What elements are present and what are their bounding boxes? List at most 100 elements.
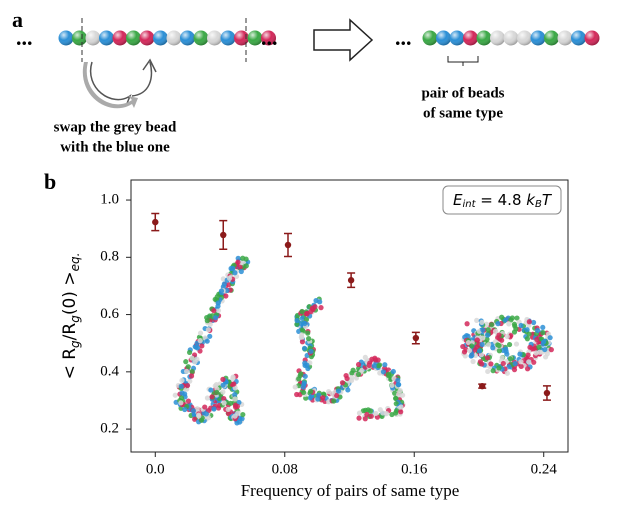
polymer-bead bbox=[204, 395, 211, 401]
polymer-bead bbox=[371, 363, 377, 369]
polymer-bead bbox=[329, 391, 335, 397]
bead-shine bbox=[422, 30, 438, 46]
polymer-bead bbox=[199, 343, 205, 349]
polymer-bead bbox=[220, 376, 226, 382]
x-tick-label: 0.16 bbox=[401, 461, 428, 477]
polymer-bead bbox=[243, 263, 249, 269]
polymer-bead bbox=[479, 319, 485, 326]
polymer-bead bbox=[339, 380, 346, 386]
polymer-bead bbox=[396, 391, 402, 398]
polymer-bead bbox=[224, 287, 230, 294]
bead-shine bbox=[463, 30, 478, 46]
polymer-bead bbox=[239, 416, 245, 422]
polymer-bead bbox=[484, 355, 491, 361]
polymer-bead bbox=[223, 293, 229, 299]
polymer-bead bbox=[531, 346, 537, 352]
polymer-bead bbox=[345, 387, 351, 393]
point bbox=[479, 382, 486, 390]
polymer-bead bbox=[356, 410, 363, 416]
annotation-part: T bbox=[542, 191, 553, 209]
annotation-part: E bbox=[453, 191, 463, 209]
polymer-bead bbox=[373, 410, 379, 417]
polymer-bead bbox=[380, 410, 386, 416]
y-tick-label: 0.2 bbox=[100, 421, 119, 437]
polymer-bead bbox=[188, 373, 195, 379]
bead-shine bbox=[99, 30, 114, 46]
annotation-part: k bbox=[526, 191, 536, 209]
polymer-bead bbox=[485, 368, 491, 375]
caption: swap the grey bead bbox=[54, 119, 177, 135]
polymer-bead bbox=[506, 341, 513, 348]
polymer-bead bbox=[214, 389, 220, 395]
polymer-images bbox=[172, 255, 554, 426]
polymer-bead bbox=[299, 308, 305, 315]
polymer-bead bbox=[480, 327, 486, 333]
polymer-bead bbox=[221, 400, 227, 406]
polymer-bead bbox=[234, 403, 240, 409]
polymer-bead bbox=[232, 392, 238, 398]
polymer-bead bbox=[393, 410, 399, 416]
polymer-bead bbox=[496, 365, 502, 371]
polymer-bead bbox=[196, 413, 202, 419]
polymer-bead bbox=[235, 259, 241, 265]
polymer-bead bbox=[390, 368, 396, 375]
polymer-bead bbox=[204, 338, 210, 344]
polymer-bead bbox=[398, 409, 404, 415]
ellipsis: ... bbox=[261, 25, 278, 50]
polymer-bead bbox=[344, 375, 350, 382]
polymer-bead bbox=[225, 406, 231, 413]
polymer-bead bbox=[514, 315, 520, 321]
polymer-bead bbox=[503, 348, 509, 354]
polymer-bead bbox=[218, 288, 225, 294]
y-label-part: eq. bbox=[68, 253, 82, 272]
bead-shine bbox=[517, 30, 532, 46]
polymer-bead bbox=[391, 375, 397, 382]
panel-label: a bbox=[12, 7, 23, 32]
polymer-bead bbox=[517, 351, 523, 357]
polymer-bead bbox=[525, 352, 531, 358]
polymer-bead bbox=[392, 390, 398, 396]
polymer-bead bbox=[375, 357, 381, 363]
polymer-bead bbox=[485, 342, 492, 348]
y-tick-label: 1.0 bbox=[100, 191, 119, 207]
polymer-bead bbox=[368, 413, 374, 419]
bead-shine bbox=[126, 30, 141, 46]
x-axis-label: Frequency of pairs of same type bbox=[241, 481, 460, 500]
ellipsis: ... bbox=[395, 25, 412, 50]
polymer-bead bbox=[220, 276, 226, 282]
bead-shine bbox=[261, 30, 276, 46]
polymer-bead bbox=[301, 380, 307, 386]
polymer-bead bbox=[461, 349, 468, 355]
polymer-bead bbox=[211, 406, 217, 412]
polymer-bead bbox=[235, 255, 241, 261]
polymer-bead bbox=[504, 333, 510, 340]
polymer-bead bbox=[382, 362, 388, 368]
polymer-bead bbox=[205, 327, 211, 333]
polymer-bead bbox=[355, 371, 362, 377]
polymer-bead bbox=[182, 391, 188, 397]
polymer-bead bbox=[303, 311, 309, 317]
polymer-bead bbox=[511, 367, 518, 373]
y-tick-label: 0.6 bbox=[100, 306, 119, 322]
polymer-bead bbox=[349, 375, 355, 381]
polymer-bead bbox=[294, 317, 300, 324]
polymer-bead bbox=[231, 381, 237, 387]
polymer-bead bbox=[490, 345, 496, 351]
polymer-bead bbox=[376, 363, 382, 369]
polymer-bead bbox=[480, 335, 486, 341]
polymer-bead bbox=[393, 395, 399, 401]
polymer-bead bbox=[315, 396, 321, 402]
polymer-bead bbox=[185, 364, 191, 370]
swap-arrow-fill bbox=[82, 62, 138, 109]
polymer-bead bbox=[178, 400, 184, 406]
polymer-bead bbox=[474, 337, 480, 343]
polymer-bead bbox=[301, 389, 307, 396]
polymer-bead bbox=[389, 382, 395, 389]
polymer-bead bbox=[469, 343, 475, 349]
polymer-bead bbox=[474, 317, 480, 323]
polymer-bead bbox=[400, 392, 406, 398]
polymer-bead bbox=[356, 415, 362, 421]
polymer-bead bbox=[189, 368, 195, 375]
polymer-bead bbox=[490, 368, 496, 374]
polymer-bead bbox=[232, 396, 238, 402]
